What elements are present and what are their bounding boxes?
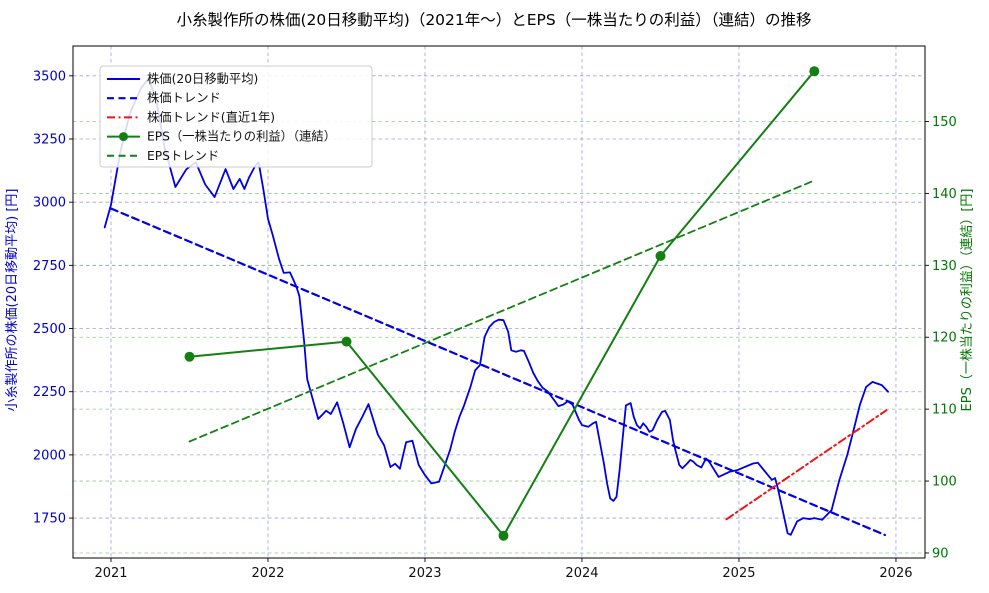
x-tick-label: 2026 (879, 566, 912, 581)
eps-tick-label: 140 (932, 187, 957, 202)
eps-tick-label: 130 (932, 259, 957, 274)
price-tick-label: 3250 (33, 132, 66, 147)
price-tick-label: 2000 (33, 448, 66, 463)
legend-marker (119, 132, 128, 142)
legend-label-eps: EPS（一株当たりの利益）（連結） (147, 129, 336, 144)
eps-point (341, 336, 352, 347)
eps-point (498, 530, 509, 541)
series-line-1 (109, 207, 887, 537)
right-axis-label: EPS（一株当たりの利益）（連結）[円] (960, 189, 975, 412)
legend-label-price-ma: 株価(20日移動平均) (147, 71, 258, 86)
legend: 株価(20日移動平均) 株価トレンド 株価トレンド(直近1年) EPS（一株当た… (99, 65, 373, 168)
series-line-2 (725, 409, 888, 521)
series-line-0 (103, 77, 889, 536)
eps-tick-label: 120 (932, 331, 957, 346)
plot-series (103, 66, 889, 541)
legend-box (99, 65, 373, 168)
x-tick-label: 2021 (94, 566, 127, 581)
series-line-4 (188, 179, 816, 443)
eps-tick-label: 100 (932, 475, 957, 490)
price-tick-label: 1750 (33, 512, 66, 527)
eps-point (809, 66, 820, 77)
price-tick-label: 3000 (33, 196, 66, 211)
x-tick-label: 2023 (408, 566, 441, 581)
eps-point (184, 351, 195, 362)
eps-tick-label: 110 (932, 403, 957, 418)
x-tick-label: 2025 (722, 566, 755, 581)
plot-border (72, 45, 926, 559)
price-tick-label: 2500 (33, 322, 66, 337)
eps-tick-label: 150 (932, 115, 957, 130)
eps-point (655, 251, 666, 261)
x-tick-label: 2024 (565, 566, 598, 581)
legend-label-eps-trend: EPSトレンド (147, 149, 219, 163)
price-tick-label: 2250 (33, 385, 66, 400)
x-tick-label: 2022 (251, 566, 284, 581)
legend-samples (107, 78, 140, 157)
price-tick-label: 3500 (33, 69, 66, 84)
eps-tick-label: 90 (932, 546, 949, 561)
legend-label-price-trend-1y: 株価トレンド(直近1年) (147, 109, 275, 124)
chart-title: 小糸製作所の株価(20日移動平均)（2021年～）とEPS（一株当たりの利益）（… (177, 11, 812, 29)
left-axis-label: 小糸製作所の株価(20日移動平均) [円] (5, 189, 20, 412)
legend-label-price-trend: 株価トレンド (147, 90, 221, 105)
price-tick-label: 2750 (33, 259, 66, 274)
